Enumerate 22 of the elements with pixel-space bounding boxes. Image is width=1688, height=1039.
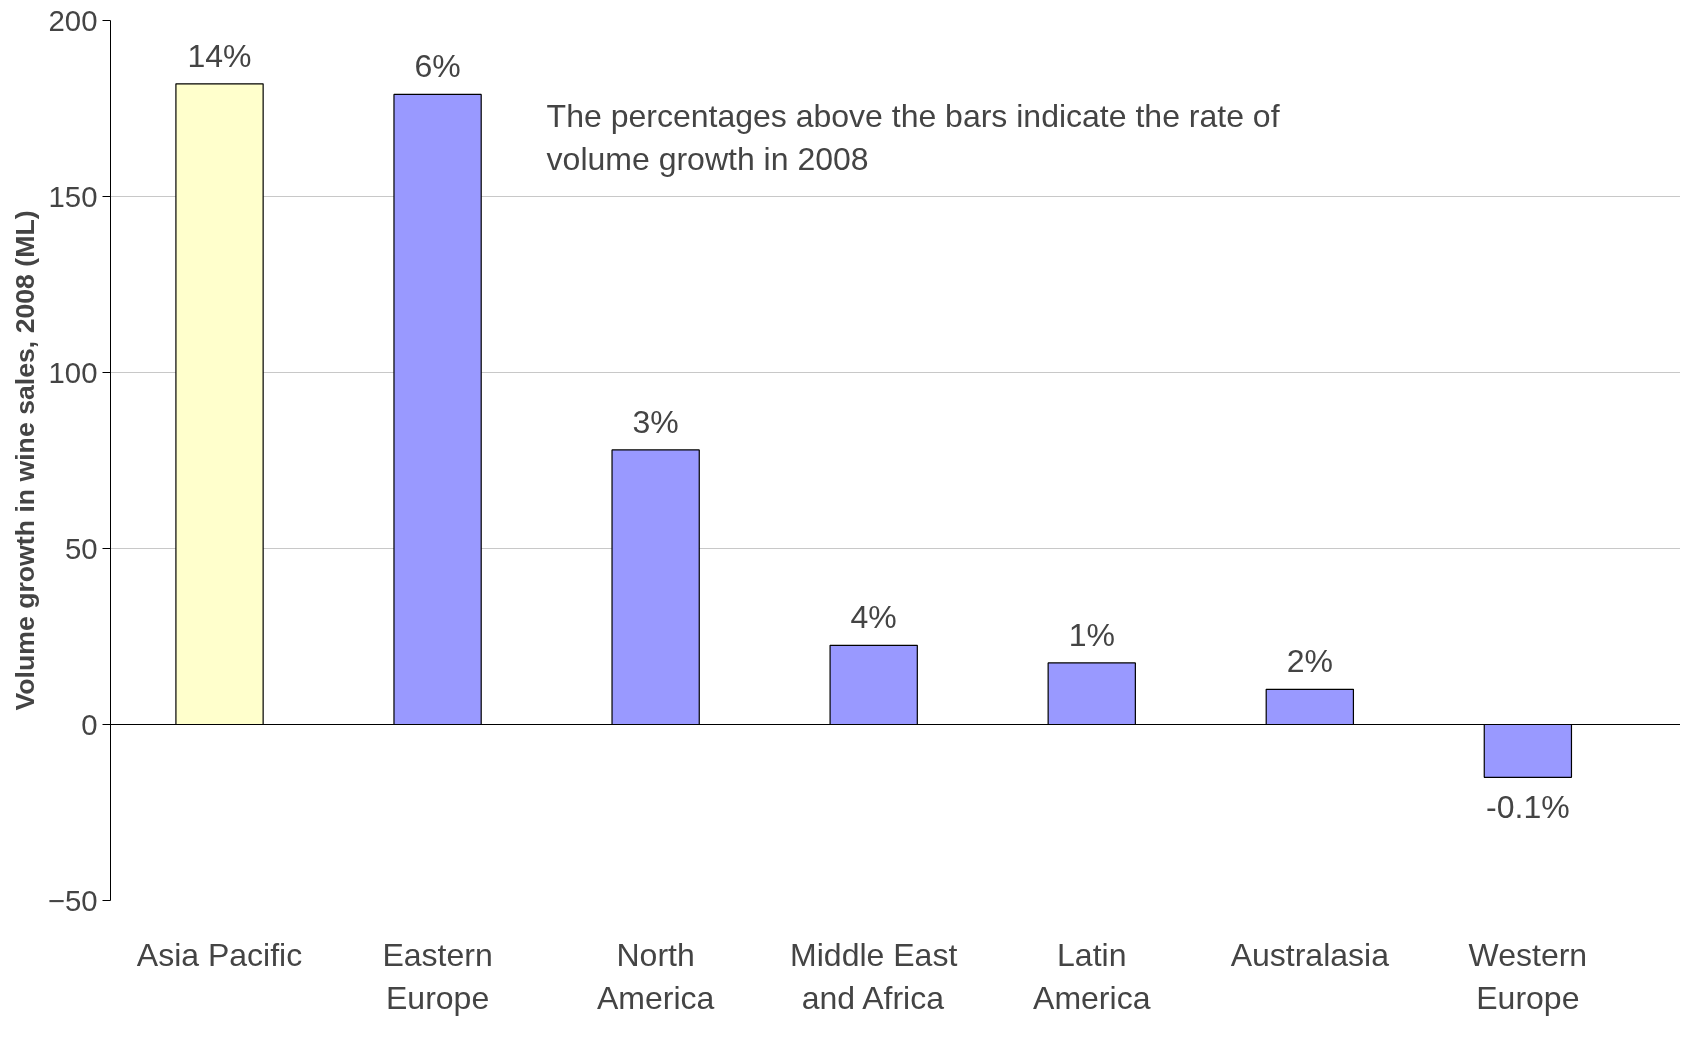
annotation: 2% (1286, 643, 1333, 680)
y-tick-label: 100 (48, 355, 98, 389)
x-tick-label: Eastern Europe (382, 936, 493, 1016)
x-tick-label: Western Europe (1468, 936, 1588, 1016)
annotation: The percentages above the bars indicate the rate of volume growth in 2008 (546, 97, 1280, 178)
annotation: 6% (414, 48, 461, 85)
annotation: 4% (850, 599, 897, 636)
y-tick-label: 50 (64, 531, 98, 565)
y-tick-label: −50 (47, 883, 98, 917)
x-tick-label: North America (596, 936, 715, 1016)
y-tick-label: 0 (81, 707, 98, 741)
y-tick-label: 200 (48, 3, 98, 37)
x-tick-label: Middle East and Africa (790, 936, 958, 1016)
x-tick-label: Asia Pacific (136, 936, 303, 973)
y-axis-title: Volume growth in wine sales, 2008 (ML) (9, 210, 40, 711)
annotation: -0.1% (1486, 789, 1570, 826)
annotation: 14% (187, 37, 252, 74)
y-tick-label: 150 (48, 179, 98, 213)
annotation: 3% (632, 403, 679, 440)
x-tick-label: Latin America (1033, 936, 1151, 1016)
annotation: 1% (1068, 616, 1115, 653)
x-tick-label: Australasia (1230, 936, 1390, 973)
